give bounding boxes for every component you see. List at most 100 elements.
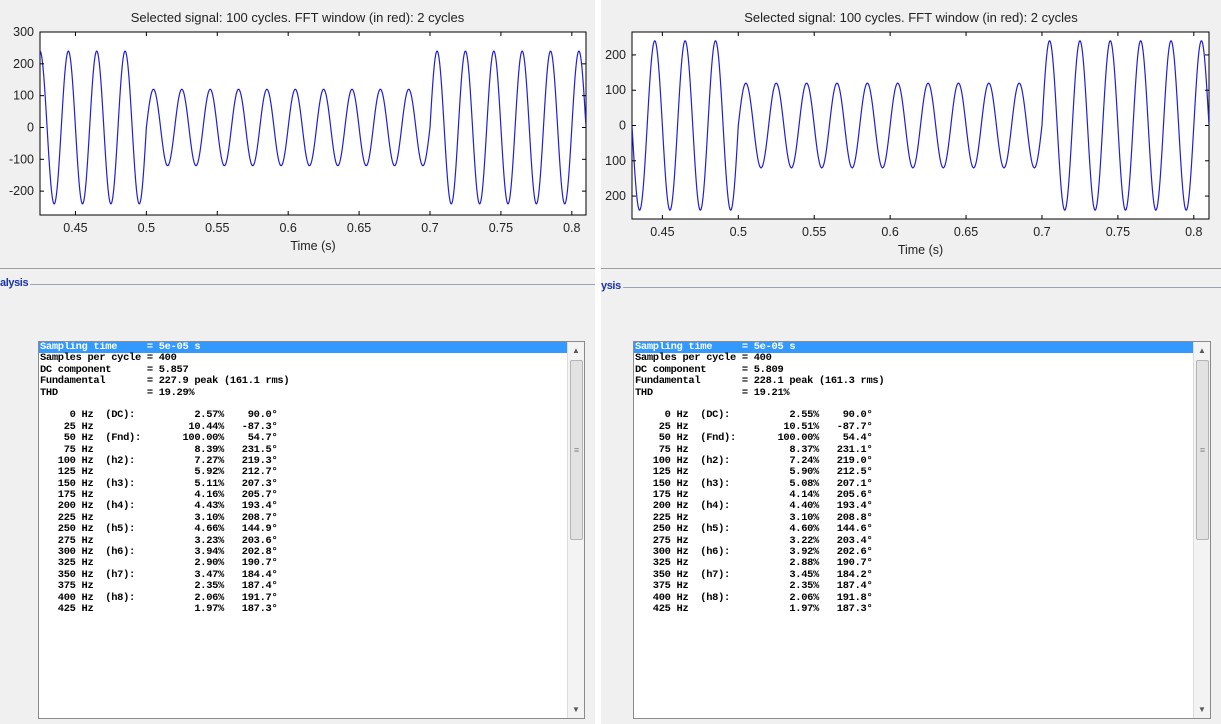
list-item[interactable]: DC component = 5.809 [635, 363, 784, 376]
x-tick-label: 0.55 [802, 225, 826, 239]
list-item[interactable]: 75 Hz 8.39% 231.5° [40, 443, 278, 456]
list-item[interactable]: 50 Hz (Fnd): 100.00% 54.7° [40, 432, 278, 445]
list-item[interactable]: 25 Hz 10.44% -87.3° [40, 420, 278, 433]
y-tick-label: 300 [13, 25, 34, 39]
x-tick-label: 0.75 [1106, 225, 1130, 239]
x-tick-label: 0.7 [1033, 225, 1050, 239]
group-box-border [0, 284, 595, 285]
list-item[interactable]: 50 Hz (Fnd): 100.00% 54.4° [635, 432, 873, 445]
x-axis-label: Time (s) [290, 239, 335, 253]
list-item[interactable]: 325 Hz 2.90% 190.7° [40, 557, 278, 570]
list-item[interactable]: 125 Hz 5.92% 212.7° [40, 466, 278, 479]
x-tick-label: 0.5 [138, 221, 155, 235]
list-item[interactable]: 225 Hz 3.10% 208.8° [635, 511, 873, 524]
signal-line [632, 40, 1209, 211]
list-item[interactable]: 300 Hz (h6): 3.94% 202.8° [40, 546, 278, 559]
fft-analysis-group-label: alysis [0, 277, 31, 289]
fft-results-listbox[interactable]: Sampling time = 5e-05 s Samples per cycle… [633, 341, 1211, 719]
list-item[interactable]: 100 Hz (h2): 7.24% 219.0° [635, 454, 873, 467]
x-tick-label: 0.65 [954, 225, 978, 239]
list-item-selected[interactable]: Sampling time = 5e-05 s [634, 342, 1193, 354]
y-tick-label: 100 [605, 154, 626, 168]
list-item[interactable]: 425 Hz 1.97% 187.3° [635, 602, 873, 615]
y-tick-label: -200 [9, 184, 34, 198]
signal-plot[interactable]: 300 200 100 0 -100 -200 0.45 0.5 0.55 0.6 0.65 0.7 0… [0, 0, 595, 268]
grip-icon: ≡ [573, 445, 580, 455]
list-item[interactable]: 400 Hz (h8): 2.06% 191.7° [40, 591, 278, 604]
y-tick-label: 0 [619, 119, 626, 133]
scroll-up-arrow-icon[interactable]: ▲ [1198, 346, 1206, 355]
list-item[interactable]: 175 Hz 4.16% 205.7° [40, 489, 278, 502]
separator [601, 268, 1221, 269]
list-item[interactable]: 150 Hz (h3): 5.08% 207.1° [635, 477, 873, 490]
panel-divider [595, 0, 601, 724]
list-item[interactable]: Samples per cycle = 400 [635, 352, 772, 365]
plot-title: Selected signal: 100 cycles. FFT window … [130, 10, 465, 25]
x-tick-label: 0.6 [279, 221, 296, 235]
scroll-down-arrow-icon[interactable]: ▼ [1198, 705, 1206, 714]
list-item[interactable]: THD = 19.21% [635, 386, 790, 399]
scroll-up-arrow-icon[interactable]: ▲ [572, 346, 580, 355]
list-item[interactable]: Samples per cycle = 400 [40, 352, 177, 365]
list-item[interactable]: DC component = 5.857 [40, 363, 189, 376]
x-tick-label: 0.75 [489, 221, 513, 235]
list-item[interactable]: 275 Hz 3.23% 203.6° [40, 534, 278, 547]
list-item[interactable]: 150 Hz (h3): 5.11% 207.3° [40, 477, 278, 490]
list-item[interactable]: 250 Hz (h5): 4.66% 144.9° [40, 523, 278, 536]
list-item[interactable]: 375 Hz 2.35% 187.4° [635, 580, 873, 593]
list-item[interactable]: 300 Hz (h6): 3.92% 202.6° [635, 546, 873, 559]
list-item[interactable]: 375 Hz 2.35% 187.4° [40, 580, 278, 593]
scrollbar-thumb[interactable]: ≡ [1196, 360, 1209, 540]
x-tick-label: 0.5 [730, 225, 747, 239]
x-tick-label: 0.55 [205, 221, 229, 235]
x-tick-label: 0.8 [563, 221, 580, 235]
list-item[interactable]: 200 Hz (h4): 4.40% 193.4° [635, 500, 873, 513]
y-tick-label: 200 [605, 48, 626, 62]
list-item[interactable]: Fundamental = 228.1 peak (161.3 rms) [635, 375, 885, 388]
plot-area [39, 31, 587, 216]
list-item[interactable]: 75 Hz 8.37% 231.1° [635, 443, 873, 456]
list-item[interactable]: 125 Hz 5.90% 212.5° [635, 466, 873, 479]
list-item[interactable]: 25 Hz 10.51% -87.7° [635, 420, 873, 433]
y-tick-label: 200 [13, 57, 34, 71]
list-item[interactable]: 0 Hz (DC): 2.57% 90.0° [40, 409, 278, 422]
list-item[interactable]: 325 Hz 2.88% 190.7° [635, 557, 873, 570]
list-item[interactable]: 225 Hz 3.10% 208.7° [40, 511, 278, 524]
plot-title: Selected signal: 100 cycles. FFT window … [744, 10, 1078, 25]
vertical-scrollbar[interactable]: ▲ ≡ ▼ [567, 342, 584, 718]
x-tick-label: 0.45 [63, 221, 87, 235]
x-tick-label: 0.6 [881, 225, 898, 239]
fft-analysis-group-label: ysis [601, 280, 623, 292]
fft-results-list[interactable]: Sampling time = 5e-05 s Samples per cycle… [39, 342, 567, 718]
x-axis-label: Time (s) [898, 243, 943, 257]
fft-panel-left: Selected signal: 100 cycles. FFT window … [0, 0, 595, 724]
scrollbar-thumb[interactable]: ≡ [570, 360, 583, 540]
list-item[interactable]: 400 Hz (h8): 2.06% 191.8° [635, 591, 873, 604]
list-item[interactable]: 0 Hz (DC): 2.55% 90.0° [635, 409, 873, 422]
list-item[interactable]: 100 Hz (h2): 7.27% 219.3° [40, 454, 278, 467]
vertical-scrollbar[interactable]: ▲ ≡ ▼ [1193, 342, 1210, 718]
list-item[interactable]: 200 Hz (h4): 4.43% 193.4° [40, 500, 278, 513]
list-item[interactable]: 350 Hz (h7): 3.47% 184.4° [40, 568, 278, 581]
list-item[interactable]: Fundamental = 227.9 peak (161.1 rms) [40, 375, 290, 388]
list-item[interactable]: 250 Hz (h5): 4.60% 144.6° [635, 523, 873, 536]
fft-results-listbox[interactable]: Sampling time = 5e-05 s Samples per cycle… [38, 341, 585, 719]
list-item[interactable]: 350 Hz (h7): 3.45% 184.2° [635, 568, 873, 581]
fft-results-list[interactable]: Sampling time = 5e-05 s Samples per cycle… [634, 342, 1193, 718]
y-tick-label: 200 [605, 189, 626, 203]
list-item[interactable]: THD = 19.29% [40, 386, 195, 399]
signal-line [40, 50, 586, 205]
y-tick-label: 0 [27, 120, 34, 134]
list-item-selected[interactable]: Sampling time = 5e-05 s [39, 342, 567, 354]
list-item[interactable]: 425 Hz 1.97% 187.3° [40, 602, 278, 615]
signal-plot[interactable]: 200 100 0 100 200 0.45 0.5 0.55 0.6 0.65 0.7 0.75 0.… [601, 0, 1221, 268]
x-tick-label: 0.45 [650, 225, 674, 239]
list-item[interactable]: 175 Hz 4.14% 205.6° [635, 489, 873, 502]
x-tick-label: 0.7 [421, 221, 438, 235]
y-tick-label: 100 [605, 83, 626, 97]
fft-panel-right: Selected signal: 100 cycles. FFT window … [601, 0, 1221, 724]
x-tick-label: 0.65 [347, 221, 371, 235]
scroll-down-arrow-icon[interactable]: ▼ [572, 705, 580, 714]
y-tick-label: 100 [13, 89, 34, 103]
list-item[interactable]: 275 Hz 3.22% 203.4° [635, 534, 873, 547]
